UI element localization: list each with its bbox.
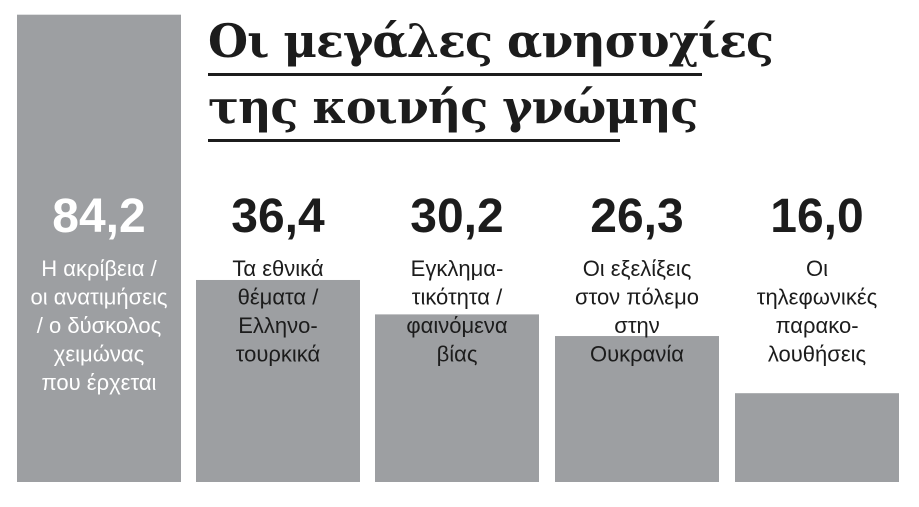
chart-title-line-2: της κοινής γνώμης: [208, 80, 698, 134]
category-label-line: θέματα /: [238, 285, 320, 310]
value-label-5: 16,0: [770, 190, 863, 243]
title-rule-2: [208, 139, 620, 142]
category-label-line: χειμώνας: [54, 342, 144, 367]
category-label-line: Οι: [806, 256, 828, 281]
title-rule-1: [208, 73, 702, 76]
category-label-line: / ο δύσκολος: [37, 313, 161, 338]
category-label-line: Ελληνο-: [238, 313, 317, 338]
value-label-4: 26,3: [590, 190, 683, 243]
category-label-2: Τα εθνικά θέματα / Ελληνο-τουρκικά: [232, 256, 324, 367]
chart-title-line-1: Οι μεγάλες ανησυχίες: [208, 14, 774, 68]
category-label-line: φαινόμενα: [406, 313, 508, 338]
category-label-line: Τα εθνικά: [232, 256, 324, 281]
category-label-line: παρακο-: [775, 313, 858, 338]
category-label-4: Οι εξελίξεις στον πόλεμο στην Ουκρανία: [575, 256, 699, 367]
category-label-line: τουρκικά: [236, 342, 321, 367]
category-label-line: τηλεφωνικές: [757, 285, 877, 310]
category-label-line: τικότητα /: [412, 285, 503, 310]
bar-4: [555, 336, 719, 482]
category-label-line: Οι εξελίξεις: [583, 256, 692, 281]
bar-3: [375, 314, 539, 482]
category-label-line: Εγκλημα-: [411, 256, 504, 281]
category-label-line: στον πόλεμο: [575, 285, 699, 310]
bar-1: [17, 14, 181, 482]
bar-2: [196, 279, 360, 482]
category-label-line: Ουκρανία: [590, 342, 684, 367]
bar-5: [735, 393, 899, 482]
category-label-line: στην: [614, 313, 660, 338]
category-label-line: Η ακρίβεια /: [41, 256, 157, 281]
value-label-2: 36,4: [231, 190, 325, 243]
category-label-line: βίας: [437, 342, 478, 367]
category-label-line: οι ανατιμήσεις: [30, 285, 167, 310]
category-label-1: Η ακρίβεια / οι ανατιμήσεις / ο δύσκολος χε…: [30, 256, 167, 395]
value-label-1: 84,2: [52, 190, 145, 243]
value-label-3: 30,2: [410, 190, 503, 243]
category-label-line: που έρχεται: [42, 370, 157, 395]
category-label-line: λουθήσεις: [768, 342, 866, 367]
category-label-3: Εγκλημα-τικότητα / φαινόμενα βίας: [406, 256, 508, 367]
category-label-5: Οι τηλεφωνικές παρακο-λουθήσεις: [757, 256, 877, 367]
